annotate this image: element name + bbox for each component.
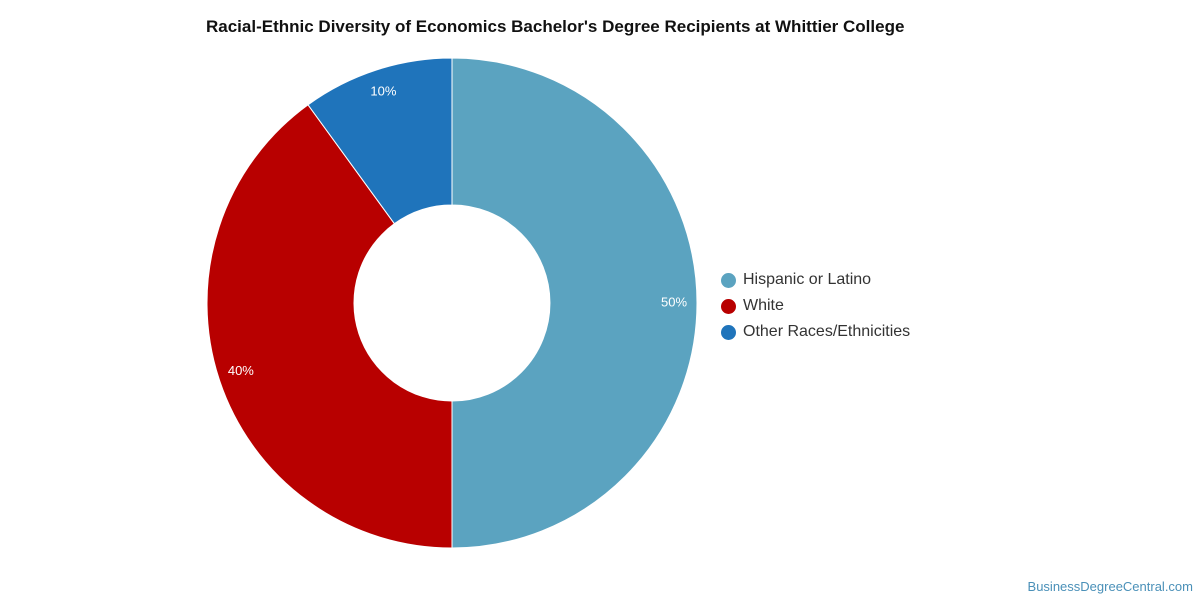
- slice-value-label: 40%: [228, 363, 254, 378]
- legend: Hispanic or Latino White Other Races/Ethni…: [721, 267, 910, 345]
- slice-value-label: 10%: [370, 83, 396, 98]
- slice-hispanic-or-latino[interactable]: [451, 57, 698, 549]
- slice-white[interactable]: [206, 104, 453, 549]
- chart-title: Racial-Ethnic Diversity of Economics Bac…: [206, 17, 905, 36]
- legend-swatch: [721, 324, 736, 340]
- slice-other-races-ethnicities[interactable]: [307, 57, 453, 225]
- source-watermark[interactable]: BusinessDegreeCentral.com: [1027, 579, 1193, 594]
- legend-swatch: [721, 298, 736, 314]
- legend-item[interactable]: Hispanic or Latino: [721, 267, 910, 293]
- legend-item[interactable]: White: [721, 293, 910, 319]
- legend-label: Other Races/Ethnicities: [743, 323, 911, 340]
- legend-item[interactable]: Other Races/Ethnicities: [721, 319, 910, 345]
- legend-swatch: [721, 272, 736, 288]
- legend-label: Hispanic or Latino: [743, 271, 872, 288]
- legend-label: White: [743, 297, 784, 314]
- slice-value-label: 50%: [661, 294, 687, 309]
